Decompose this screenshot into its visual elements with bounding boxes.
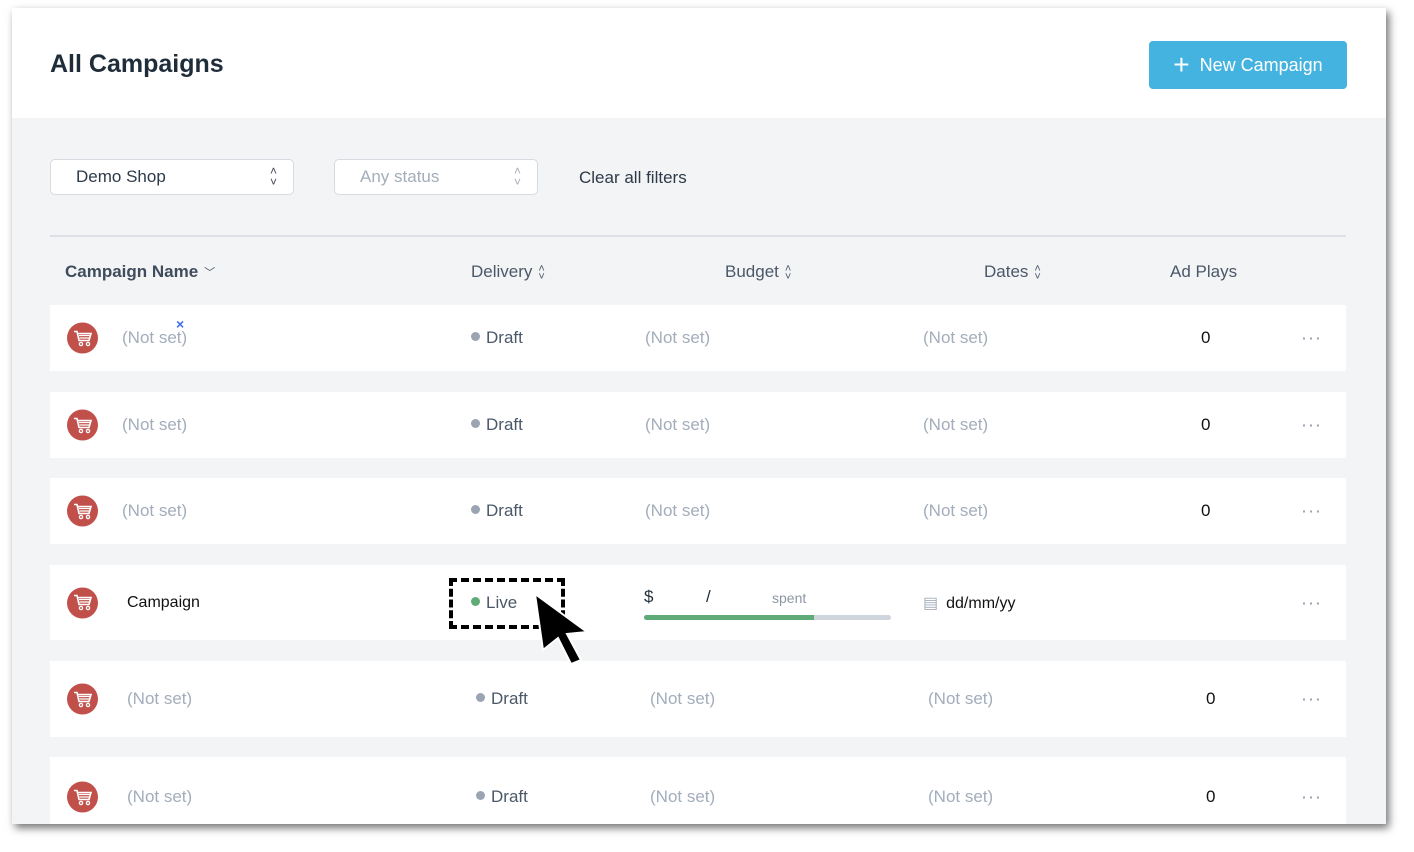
delivery-status: Draft bbox=[471, 415, 523, 435]
table-row[interactable]: (Not set) Draft (Not set) (Not set) 0 ··· bbox=[50, 757, 1346, 824]
app-window: All Campaigns + New Campaign Demo Shop ˄… bbox=[12, 8, 1386, 824]
table-row[interactable]: Campaign Live $ / spent ▤ dd/mm/yy ··· bbox=[50, 565, 1346, 640]
new-campaign-label: New Campaign bbox=[1199, 54, 1323, 75]
dates: (Not set) bbox=[928, 787, 994, 806]
column-budget[interactable]: Budget ˄ ˅ bbox=[725, 262, 792, 283]
status-dot-icon bbox=[471, 505, 480, 515]
clear-filters-link[interactable]: Clear all filters bbox=[579, 168, 687, 187]
ad-plays: 0 bbox=[1206, 787, 1216, 806]
budget-currency: $ bbox=[644, 587, 654, 606]
more-options-icon[interactable]: ··· bbox=[1301, 414, 1322, 435]
delivery-status: Draft bbox=[476, 689, 528, 709]
budget-separator: / bbox=[706, 587, 711, 606]
budget: (Not set) bbox=[650, 689, 716, 708]
calendar-icon: ▤ bbox=[923, 594, 939, 612]
cart-icon bbox=[67, 683, 98, 715]
table-row[interactable]: (Not set) Draft (Not set) (Not set) 0 ··· bbox=[50, 478, 1346, 544]
close-marker-icon: × bbox=[176, 316, 185, 332]
plus-icon: + bbox=[1173, 49, 1190, 80]
sort-icon: ˄ ˅ bbox=[538, 262, 545, 283]
dates: (Not set) bbox=[923, 415, 989, 434]
sort-icon: ˄ ˅ bbox=[1034, 262, 1041, 283]
status-dot-icon bbox=[471, 332, 480, 342]
table-row[interactable]: (Not set) Draft (Not set) (Not set) 0 ··· bbox=[50, 661, 1346, 737]
campaign-name[interactable]: (Not set) bbox=[127, 689, 193, 708]
status-select[interactable]: Any status ˄ ˅ bbox=[334, 159, 538, 195]
status-dot-icon bbox=[476, 791, 485, 801]
cart-icon bbox=[67, 322, 98, 354]
campaign-name[interactable]: (Not set) bbox=[122, 415, 188, 434]
shop-select-value: Demo Shop bbox=[76, 167, 166, 186]
ad-plays: 0 bbox=[1201, 328, 1211, 347]
delivery-status: Live bbox=[471, 593, 517, 613]
ad-plays: 0 bbox=[1201, 415, 1211, 434]
page-header: All Campaigns + New Campaign bbox=[12, 8, 1386, 118]
more-options-icon[interactable]: ··· bbox=[1301, 688, 1322, 709]
campaign-name[interactable]: (Not set) bbox=[122, 501, 188, 520]
budget: (Not set) bbox=[650, 787, 716, 806]
more-options-icon[interactable]: ··· bbox=[1301, 327, 1322, 348]
status-dot-icon bbox=[476, 693, 485, 703]
delivery-status: Draft bbox=[471, 328, 523, 348]
highlight-box bbox=[449, 578, 565, 629]
dates: (Not set) bbox=[923, 501, 989, 520]
dates: (Not set) bbox=[928, 689, 994, 708]
more-options-icon[interactable]: ··· bbox=[1301, 592, 1322, 612]
delivery-status: Draft bbox=[476, 787, 528, 807]
column-campaign-name[interactable]: Campaign Name ﹀ bbox=[65, 262, 216, 281]
more-options-icon[interactable]: ··· bbox=[1301, 500, 1322, 521]
more-options-icon[interactable]: ··· bbox=[1301, 786, 1322, 807]
budget-progress-bar bbox=[644, 615, 891, 620]
budget-progress-fill bbox=[644, 615, 815, 620]
cart-icon bbox=[67, 781, 98, 813]
dates[interactable]: ▤ dd/mm/yy bbox=[923, 594, 1016, 612]
campaign-name[interactable]: Campaign bbox=[127, 593, 200, 611]
budget: (Not set) bbox=[645, 501, 711, 520]
budget-spent-label: spent bbox=[772, 590, 807, 606]
campaign-name[interactable]: (Not set) bbox=[127, 787, 193, 806]
table-row[interactable]: (Not set) Draft (Not set) (Not set) 0 ··· bbox=[50, 305, 1346, 371]
column-dates[interactable]: Dates ˄ ˅ bbox=[984, 262, 1041, 283]
cursor-icon bbox=[533, 592, 590, 666]
status-select-placeholder: Any status bbox=[360, 167, 440, 186]
cart-icon bbox=[67, 587, 98, 618]
chevron-updown-icon: ˄ ˅ bbox=[269, 164, 277, 189]
page-title: All Campaigns bbox=[50, 50, 224, 78]
ad-plays: 0 bbox=[1201, 501, 1211, 520]
status-dot-icon bbox=[471, 419, 480, 429]
chevron-updown-icon: ˄ ˅ bbox=[513, 164, 521, 189]
budget: (Not set) bbox=[645, 328, 711, 347]
ad-plays: 0 bbox=[1206, 689, 1216, 708]
column-delivery[interactable]: Delivery ˄ ˅ bbox=[471, 262, 545, 283]
table-row[interactable]: (Not set) Draft (Not set) (Not set) 0 ··· bbox=[50, 392, 1346, 458]
chevron-down-icon: ﹀ bbox=[204, 266, 216, 279]
cart-icon bbox=[67, 409, 98, 441]
sort-icon: ˄ ˅ bbox=[784, 262, 792, 283]
cart-icon bbox=[67, 495, 98, 527]
budget: (Not set) bbox=[645, 415, 711, 434]
divider bbox=[50, 235, 1346, 237]
campaign-name[interactable]: (Not set) bbox=[122, 328, 188, 347]
delivery-status: Draft bbox=[471, 501, 523, 521]
column-ad-plays: Ad Plays bbox=[1170, 262, 1238, 281]
new-campaign-button[interactable]: + New Campaign bbox=[1149, 41, 1347, 89]
dates: (Not set) bbox=[923, 328, 989, 347]
status-dot-icon bbox=[471, 596, 480, 606]
shop-select[interactable]: Demo Shop ˄ ˅ bbox=[50, 159, 294, 195]
